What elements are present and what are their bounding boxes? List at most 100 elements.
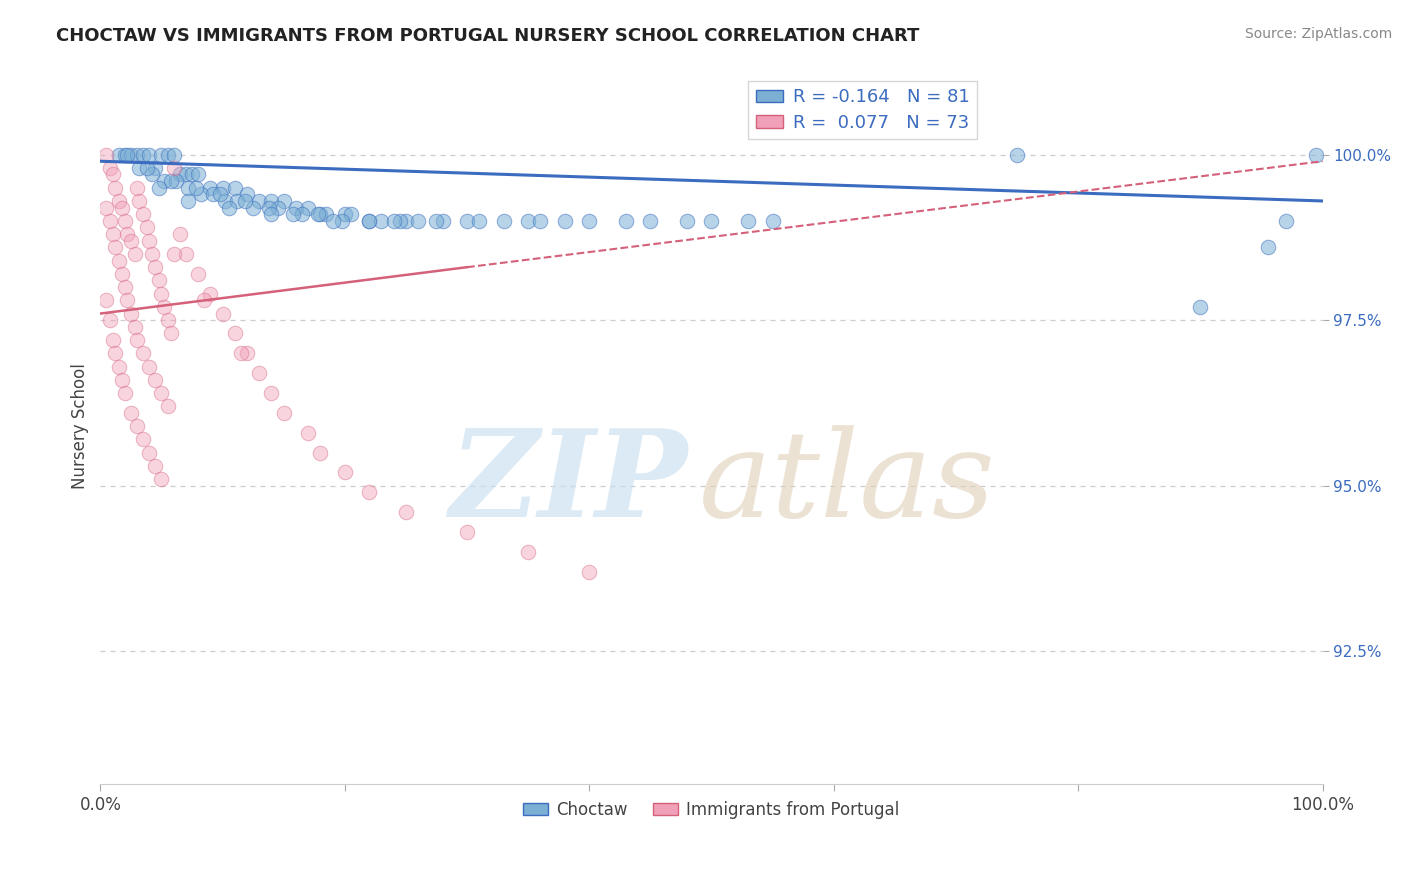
Point: [214, 194, 236, 208]
Point: [143, 458, 166, 473]
Point: [309, 207, 332, 221]
Point: [359, 485, 381, 500]
Point: [273, 406, 295, 420]
Point: [330, 214, 353, 228]
Point: [125, 180, 148, 194]
Point: [128, 194, 150, 208]
Point: [468, 214, 491, 228]
Point: [395, 214, 418, 228]
Point: [165, 174, 187, 188]
Point: [148, 273, 170, 287]
Point: [1305, 147, 1327, 161]
Point: [96, 293, 118, 308]
Point: [266, 201, 288, 215]
Point: [98, 161, 121, 175]
Point: [333, 466, 356, 480]
Point: [333, 207, 356, 221]
Point: [163, 147, 186, 161]
Point: [193, 293, 215, 308]
Point: [104, 240, 127, 254]
Point: [640, 214, 662, 228]
Point: [141, 247, 163, 261]
Point: [132, 207, 155, 221]
Point: [370, 214, 392, 228]
Point: [160, 326, 183, 341]
Point: [104, 180, 127, 194]
Point: [395, 505, 418, 519]
Point: [163, 161, 186, 175]
Point: [143, 260, 166, 275]
Point: [614, 214, 637, 228]
Point: [1189, 300, 1212, 314]
Point: [160, 174, 183, 188]
Text: CHOCTAW VS IMMIGRANTS FROM PORTUGAL NURSERY SCHOOL CORRELATION CHART: CHOCTAW VS IMMIGRANTS FROM PORTUGAL NURS…: [56, 27, 920, 45]
Point: [104, 346, 127, 360]
Point: [115, 147, 138, 161]
Point: [120, 147, 142, 161]
Point: [190, 187, 212, 202]
Point: [153, 300, 176, 314]
Point: [211, 307, 233, 321]
Text: ZIP: ZIP: [449, 424, 688, 542]
Point: [200, 180, 222, 194]
Point: [132, 346, 155, 360]
Point: [96, 147, 118, 161]
Point: [101, 168, 124, 182]
Point: [141, 168, 163, 182]
Point: [124, 247, 146, 261]
Point: [174, 247, 197, 261]
Point: [111, 267, 134, 281]
Point: [291, 207, 314, 221]
Point: [456, 525, 478, 540]
Point: [107, 147, 129, 161]
Point: [98, 214, 121, 228]
Point: [163, 247, 186, 261]
Point: [138, 359, 160, 374]
Point: [114, 386, 136, 401]
Point: [98, 313, 121, 327]
Point: [138, 445, 160, 459]
Point: [114, 147, 136, 161]
Point: [492, 214, 515, 228]
Point: [242, 201, 264, 215]
Legend: Choctaw, Immigrants from Portugal: Choctaw, Immigrants from Portugal: [516, 794, 907, 825]
Point: [174, 168, 197, 182]
Point: [388, 214, 411, 228]
Text: atlas: atlas: [699, 425, 995, 542]
Point: [156, 313, 179, 327]
Point: [236, 346, 259, 360]
Point: [177, 194, 200, 208]
Point: [125, 333, 148, 347]
Point: [224, 326, 246, 341]
Point: [578, 565, 600, 579]
Point: [359, 214, 381, 228]
Point: [529, 214, 551, 228]
Point: [260, 386, 283, 401]
Point: [107, 253, 129, 268]
Point: [309, 445, 332, 459]
Point: [1275, 214, 1298, 228]
Point: [1005, 147, 1028, 161]
Point: [517, 545, 540, 559]
Point: [169, 227, 191, 241]
Point: [135, 220, 157, 235]
Point: [101, 227, 124, 241]
Point: [101, 333, 124, 347]
Point: [120, 307, 142, 321]
Point: [125, 147, 148, 161]
Point: [153, 174, 176, 188]
Point: [432, 214, 454, 228]
Point: [247, 194, 270, 208]
Point: [124, 319, 146, 334]
Point: [236, 187, 259, 202]
Point: [200, 286, 222, 301]
Point: [114, 214, 136, 228]
Point: [359, 214, 381, 228]
Point: [322, 214, 344, 228]
Point: [700, 214, 723, 228]
Point: [382, 214, 405, 228]
Point: [187, 267, 209, 281]
Point: [169, 168, 191, 182]
Point: [273, 194, 295, 208]
Point: [517, 214, 540, 228]
